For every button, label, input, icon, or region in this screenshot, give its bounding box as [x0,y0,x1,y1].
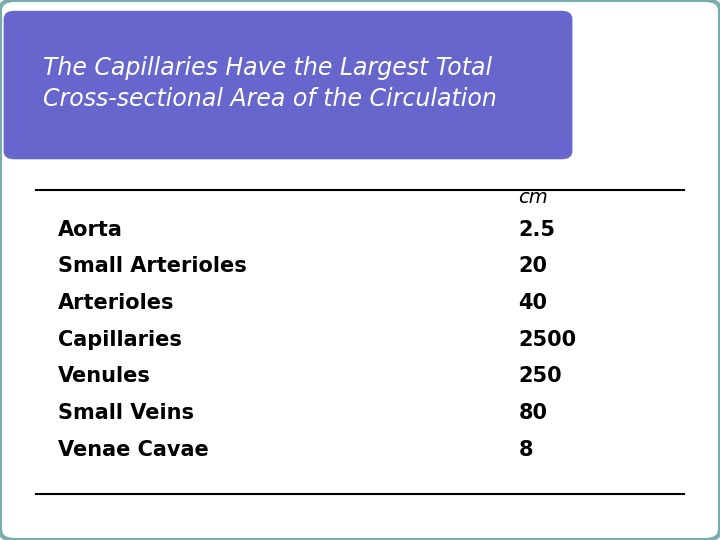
Text: 80: 80 [518,403,547,423]
Text: 40: 40 [518,293,547,313]
Text: Capillaries: Capillaries [58,329,181,350]
Text: The Capillaries Have the Largest Total
Cross-sectional Area of the Circulation: The Capillaries Have the Largest Total C… [43,56,497,111]
Text: cm: cm [518,187,548,207]
Text: 2500: 2500 [518,329,577,350]
Text: Arterioles: Arterioles [58,293,174,313]
Text: Venae Cavae: Venae Cavae [58,440,208,460]
Text: Small Veins: Small Veins [58,403,194,423]
Text: 20: 20 [518,256,547,276]
Text: Aorta: Aorta [58,219,122,240]
Text: Venules: Venules [58,366,150,387]
Text: 2.5: 2.5 [518,219,555,240]
Text: Small Arterioles: Small Arterioles [58,256,246,276]
Text: 8: 8 [518,440,533,460]
FancyBboxPatch shape [4,11,572,159]
Text: 250: 250 [518,366,562,387]
